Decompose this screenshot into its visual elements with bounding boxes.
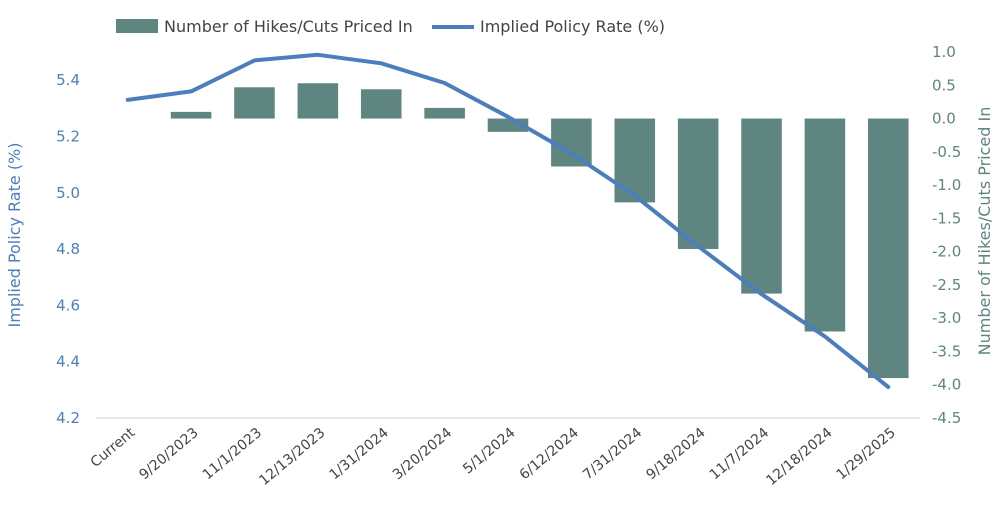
legend-bar-swatch <box>116 19 158 33</box>
line-series <box>125 52 891 389</box>
bar-3/20/2024 <box>424 107 465 119</box>
y-right-tick: -4.0 <box>932 376 961 394</box>
y-right-tick: -0.5 <box>932 143 961 161</box>
y-left-tick: 4.4 <box>56 353 80 371</box>
y-right-tick: -2.0 <box>932 243 961 261</box>
bar-12/13/2023 <box>297 83 339 119</box>
y-left-tick: 4.8 <box>56 240 80 258</box>
x-tick-label: 6/12/2024 <box>517 425 582 483</box>
y-right-tick: -3.5 <box>932 342 961 360</box>
x-tick-label: 9/18/2024 <box>643 425 708 483</box>
y-left-axis-title: Implied Policy Rate (%) <box>5 142 24 327</box>
y-right-tick: -2.5 <box>932 276 961 294</box>
bar-9/18/2024 <box>677 118 719 249</box>
bar-6/12/2024 <box>551 118 592 167</box>
y-right-tick: 1.0 <box>932 43 956 61</box>
x-tick-label: 5/1/2024 <box>460 425 519 478</box>
bar-series <box>170 83 909 379</box>
y-left-tick: 5.4 <box>56 71 80 89</box>
y-right-tick: -1.5 <box>932 209 961 227</box>
legend: Number of Hikes/Cuts Priced In Implied Po… <box>116 17 665 36</box>
legend-line-label: Implied Policy Rate (%) <box>480 17 665 36</box>
x-tick-label: 3/20/2024 <box>390 425 455 483</box>
bar-11/1/2023 <box>234 87 275 119</box>
x-tick-label: 7/31/2024 <box>580 425 645 483</box>
x-tick-label: 11/7/2024 <box>707 425 772 483</box>
x-tick-label: 9/20/2023 <box>136 425 201 483</box>
legend-bar-label: Number of Hikes/Cuts Priced In <box>164 17 413 36</box>
bar-1/29/2025 <box>868 118 909 379</box>
x-tick-label: 12/18/2024 <box>763 425 835 489</box>
y-left-tick: 4.6 <box>56 296 80 314</box>
y-left-tick: 5.2 <box>56 127 80 145</box>
axes: 4.2 4.4 4.6 4.8 5.0 5.2 5.4 -4.5 -4.0 -3.5 -3.0 -2.… <box>5 43 994 489</box>
y-right-tick: -3.0 <box>932 309 961 327</box>
y-right-tick: -4.5 <box>932 409 961 427</box>
y-left-tick: 5.0 <box>56 184 80 202</box>
y-left-tick: 4.2 <box>56 409 80 427</box>
y-right-axis-title: Number of Hikes/Cuts Priced In <box>975 107 994 356</box>
bar-1/31/2024 <box>360 89 402 119</box>
x-tick-label: Current <box>88 424 139 470</box>
x-tick-label: 1/29/2025 <box>834 425 899 483</box>
x-tick-label: 1/31/2024 <box>327 425 392 483</box>
bar-7/31/2024 <box>614 118 656 203</box>
bar-9/20/2023 <box>170 111 212 119</box>
x-tick-label: 11/1/2023 <box>200 425 265 483</box>
y-right-tick: -1.0 <box>932 176 961 194</box>
y-right-tick: 0.0 <box>932 110 956 128</box>
y-right-tick: 0.5 <box>932 76 956 94</box>
bar-12/18/2024 <box>804 118 846 332</box>
bar-11/7/2024 <box>741 118 782 294</box>
x-tick-label: 12/13/2023 <box>256 425 328 489</box>
